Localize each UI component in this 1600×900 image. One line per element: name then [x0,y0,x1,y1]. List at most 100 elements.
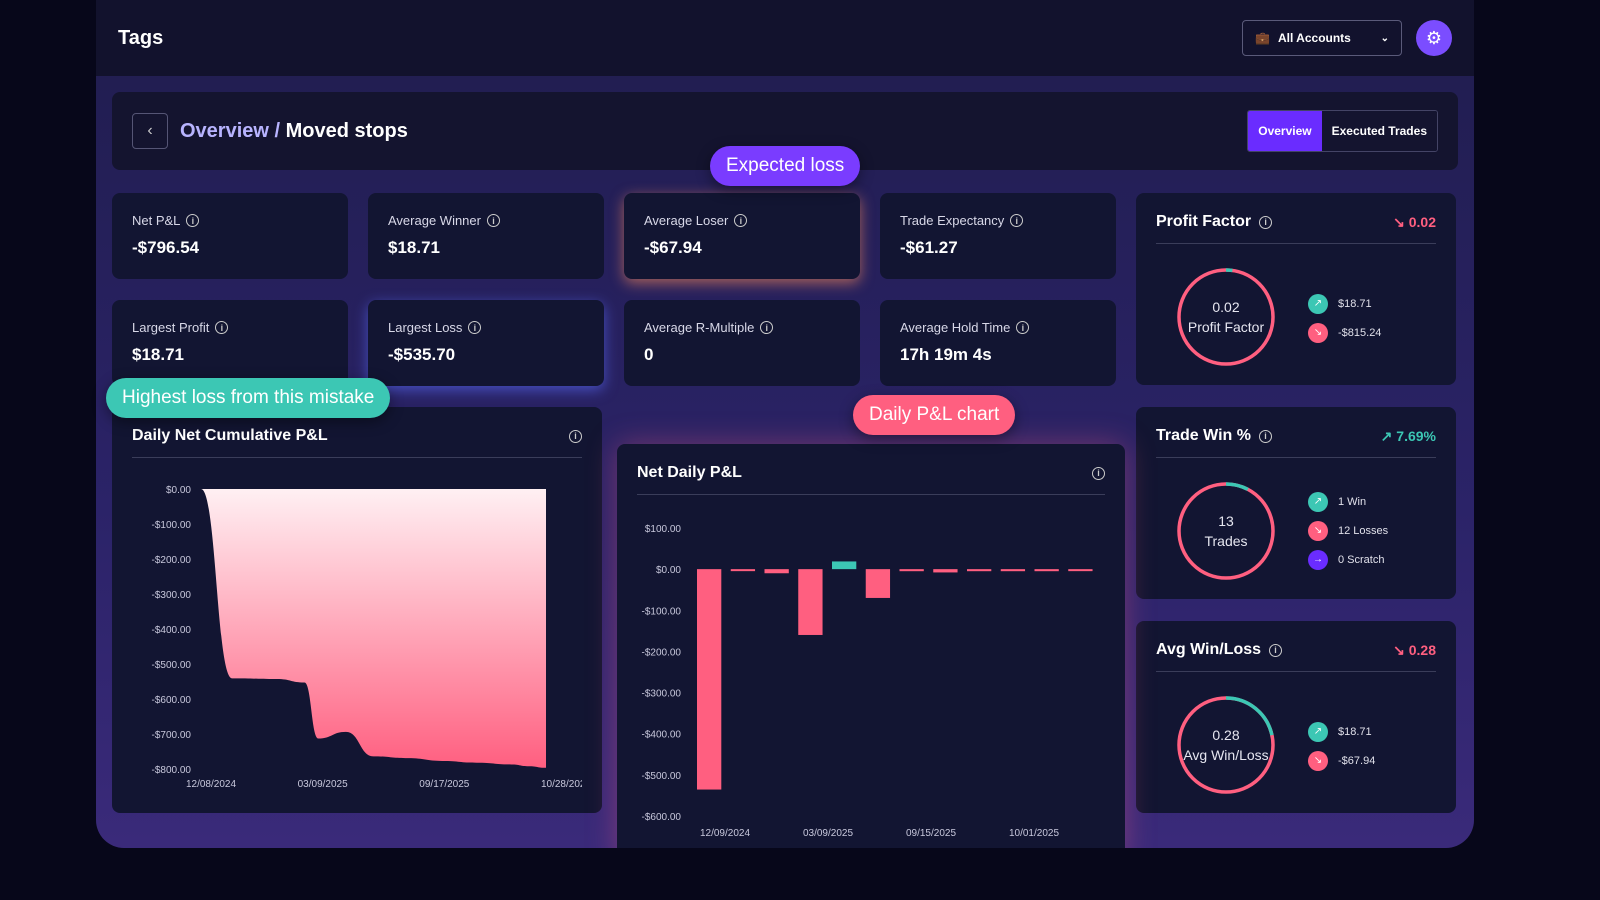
stat-card: Largest Profit i $18.71 [112,300,348,386]
info-icon[interactable]: i [468,321,482,334]
back-button[interactable]: ‹ [132,113,168,149]
stat-value: -$796.54 [132,238,200,257]
stat-label: Average Hold Time [900,320,1011,335]
pnl-bar[interactable] [730,569,756,572]
pnl-bar[interactable] [764,569,789,574]
pnl-bar[interactable] [798,569,823,635]
y-tick-label: -$800.00 [152,765,192,776]
y-tick-label: -$700.00 [152,730,192,741]
stat-label: Average R-Multiple [644,320,755,335]
chevron-down-icon: ⌄ [1380,32,1389,44]
info-icon[interactable]: i [734,214,748,227]
account-selector[interactable]: 💼 All Accounts ⌄ [1242,20,1402,56]
settings-button[interactable]: ⚙ [1416,20,1452,56]
trend-up-icon: ↗ [1380,427,1393,444]
breadcrumb: Overview / Moved stops [180,119,408,142]
trend-down-change: ↘ 0.02 [1393,214,1436,231]
tab-overview[interactable]: Overview [1248,111,1322,151]
x-tick-label: 10/28/2025 [541,779,582,790]
change-value: 7.69% [1396,427,1436,444]
y-tick-label: -$500.00 [152,660,192,671]
pnl-bar[interactable] [899,569,924,572]
win-arc [1177,268,1275,366]
profit-factor-ring [1177,268,1275,366]
x-tick-label: 09/15/2025 [906,828,956,839]
breadcrumb-current: Moved stops [285,119,408,142]
cumulative-pnl-card: Daily Net Cumulative P&L i $0.00 -$100.00-… [112,407,602,813]
stat-card: Trade Expectancy i -$61.27 [880,193,1116,279]
stat-value: -$61.27 [900,238,958,257]
stat-card: Average Loser i -$67.94 [624,193,860,279]
info-icon[interactable]: i [760,321,774,334]
y-tick-label: -$100.00 [152,520,192,531]
net-daily-pnl-card: Net Daily P&L i $100.00 $0.00 -$100.00 -$200… [617,444,1125,848]
pnl-bar[interactable] [865,569,891,598]
app-window: Tags 💼 All Accounts ⌄ ⚙ ‹ Overview / Mov… [96,0,1474,848]
y-tick-label: -$400.00 [152,625,192,636]
stat-label: Average Loser [644,213,729,228]
annotation-highest-loss: Highest loss from this mistake [106,378,391,418]
y-tick-label: $0.00 [656,565,681,576]
trend-down-icon: ↘ [1308,322,1328,343]
annotation-expected-loss: Expected loss [710,146,861,186]
pnl-bar[interactable] [697,569,722,790]
info-icon[interactable]: i [186,214,200,227]
x-tick-label: 12/09/2024 [700,828,750,839]
trend-up-icon: ↗ [1308,293,1328,314]
stat-card: Largest Loss i -$535.70 [368,300,604,386]
y-tick-label: -$400.00 [642,730,682,741]
trend-down-icon: ↘ [1393,213,1405,230]
info-icon[interactable]: i [486,214,500,227]
stat-card: Average Hold Time i 17h 19m 4s [880,300,1116,386]
info-icon[interactable]: i [569,429,582,443]
info-icon[interactable]: i [1016,321,1030,334]
top-header: Tags 💼 All Accounts ⌄ ⚙ [96,0,1474,76]
stat-label: Largest Profit [132,320,210,335]
pnl-bar[interactable] [832,561,857,570]
stat-value: $18.71 [388,238,440,257]
trend-down-change: ↘ 0.28 [1393,642,1436,659]
info-icon[interactable]: i [215,321,229,334]
pnl-bar[interactable] [967,569,992,572]
pnl-bar[interactable] [933,569,958,573]
trade-win-ring [1177,482,1275,580]
stat-card: Average R-Multiple i 0 [624,300,860,386]
net-daily-pnl-chart: $100.00 $0.00 -$100.00 -$200.00 -$300.00 -$40… [642,524,1093,839]
info-icon[interactable]: i [1258,429,1272,443]
trend-up-icon: ↗ [1308,721,1328,742]
x-tick-label: 12/08/2024 [186,779,236,790]
info-icon[interactable]: i [1259,215,1273,229]
y-tick-label: -$600.00 [642,812,682,823]
pnl-bar[interactable] [1068,569,1093,572]
y-tick-label: -$500.00 [642,771,682,782]
change-value: 0.02 [1408,213,1436,230]
tab-executed-trades[interactable]: Executed Trades [1321,111,1437,151]
stat-value: 17h 19m 4s [900,345,992,364]
y-tick-label: -$200.00 [152,555,192,566]
win-arc [1177,482,1275,580]
cumulative-area [201,489,546,768]
stat-label: Largest Loss [388,320,463,335]
x-tick-label: 09/17/2025 [419,779,469,790]
info-icon[interactable]: i [1092,466,1105,480]
trade-win-card: Trade Win % i ↗ 7.69% 13 Trades ↗ 1 Win ↘ 12 … [1136,407,1456,599]
annotation-daily-chart: Daily P&L chart [853,395,1016,435]
trend-down-icon: ↘ [1308,520,1328,541]
info-icon[interactable]: i [1010,214,1024,227]
y-tick-label: -$200.00 [642,647,682,658]
info-icon[interactable]: i [1269,643,1283,657]
change-value: 0.28 [1408,641,1436,658]
stat-value: 0 [644,345,654,364]
page-title: Tags [118,26,164,49]
stat-label: Net P&L [132,213,181,228]
x-tick-label: 03/09/2025 [298,779,348,790]
pnl-bar[interactable] [1000,569,1026,572]
trend-up-icon: ↗ [1308,491,1328,512]
pnl-bar[interactable] [1034,569,1059,572]
y-tick-label: -$600.00 [152,695,192,706]
stat-label: Average Winner [388,213,481,228]
breadcrumb-root[interactable]: Overview [180,119,269,142]
profit-factor-card: Profit Factor i ↘ 0.02 0.02 Profit Factor ↗… [1136,193,1456,385]
y-tick-label: $0.00 [166,485,191,496]
arrow-right-icon: → [1308,549,1328,570]
